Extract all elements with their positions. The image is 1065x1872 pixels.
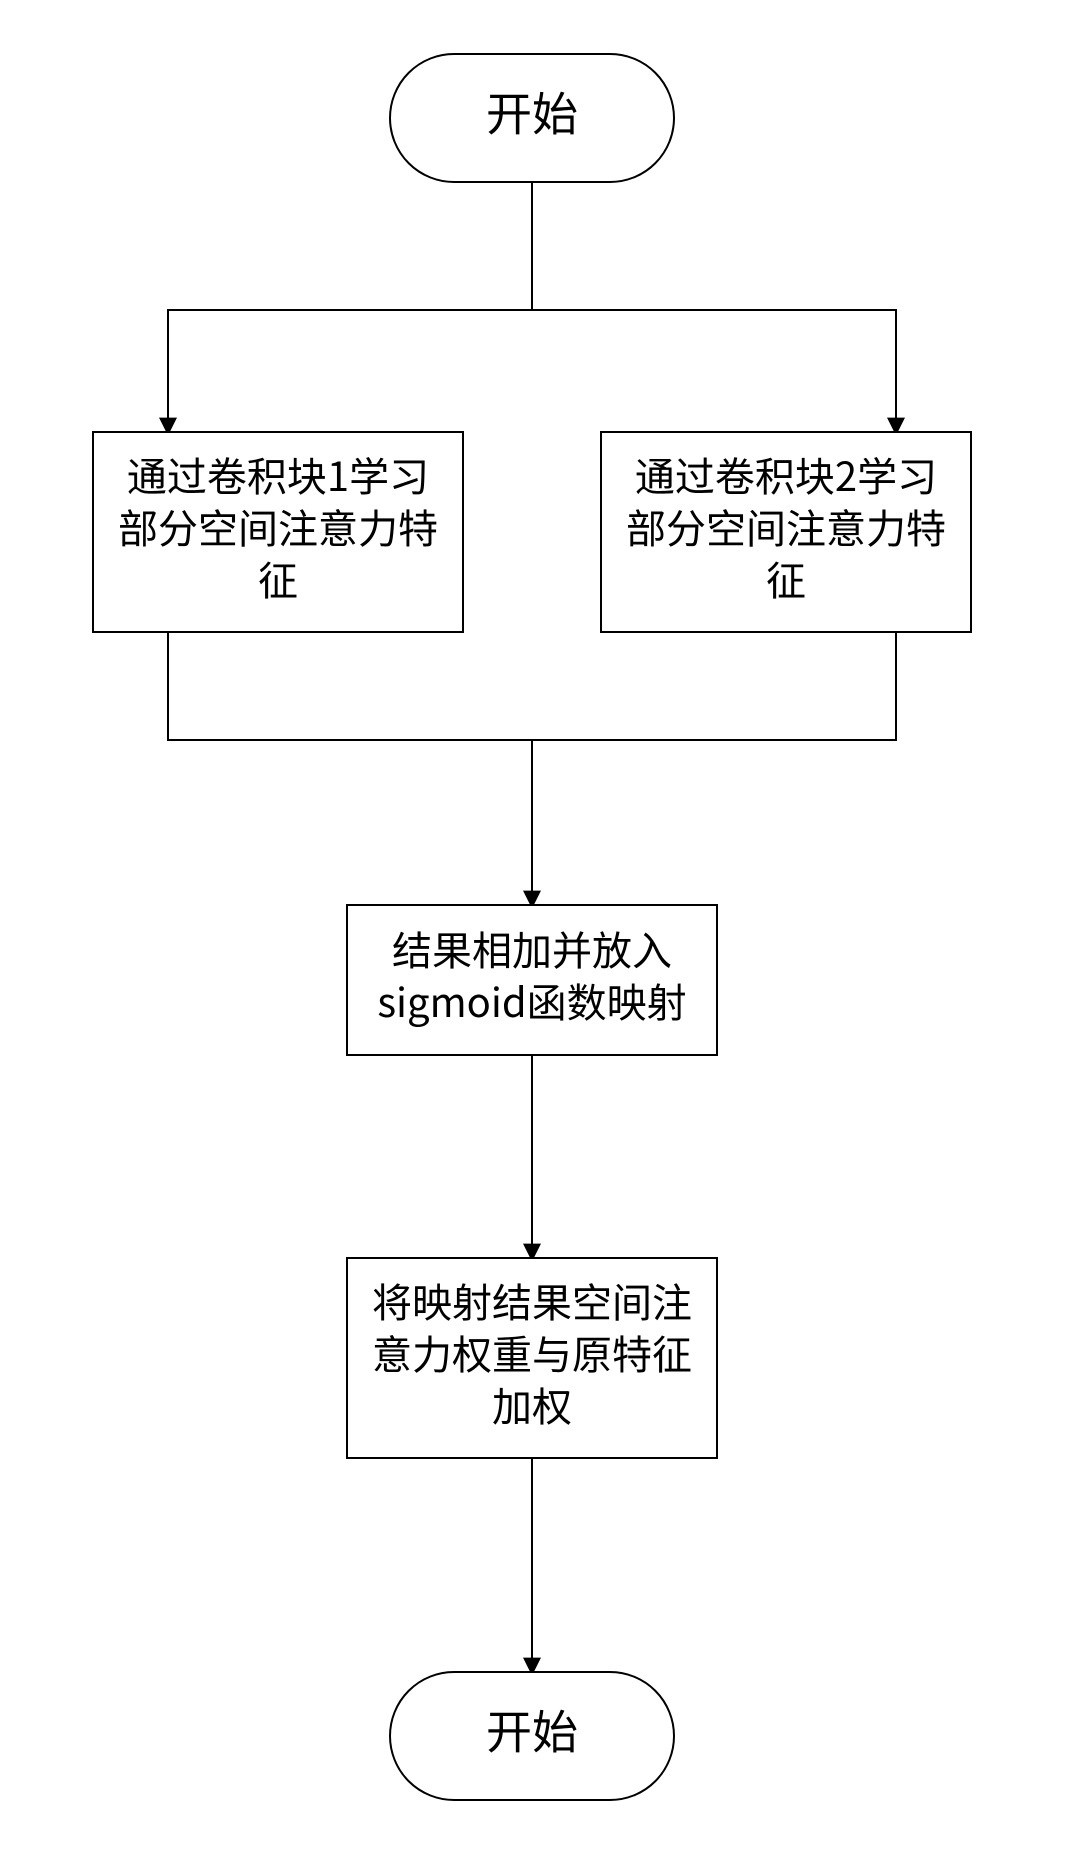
edge-e-start-split-right [532, 310, 896, 432]
node-sigmoid-line-0: 结果相加并放入 [392, 919, 672, 977]
node-conv2-line-2: 征 [766, 549, 806, 607]
node-sigmoid: 结果相加并放入sigmoid函数映射 [347, 905, 717, 1055]
edge-e-conv2-merge [532, 632, 896, 740]
node-end: 开始 [390, 1672, 674, 1800]
node-start-line-0: 开始 [486, 78, 578, 144]
node-sigmoid-line-1: sigmoid函数映射 [377, 971, 686, 1029]
node-conv1-line-0: 通过卷积块1学习 [127, 445, 429, 503]
node-conv1: 通过卷积块1学习部分空间注意力特征 [93, 432, 463, 632]
node-conv2-line-1: 部分空间注意力特 [626, 497, 946, 555]
node-conv2-line-0: 通过卷积块2学习 [635, 445, 937, 503]
edge-e-conv1-merge [168, 632, 532, 905]
node-weight-line-1: 意力权重与原特征 [372, 1323, 692, 1381]
node-conv1-line-2: 征 [258, 549, 298, 607]
node-weight: 将映射结果空间注意力权重与原特征加权 [347, 1258, 717, 1458]
edge-e-start-split [168, 182, 532, 432]
node-conv1-line-1: 部分空间注意力特 [118, 497, 438, 555]
node-weight-line-2: 加权 [492, 1375, 572, 1433]
node-start: 开始 [390, 54, 674, 182]
node-weight-line-0: 将映射结果空间注 [372, 1271, 692, 1329]
flowchart-canvas: 开始通过卷积块1学习部分空间注意力特征通过卷积块2学习部分空间注意力特征结果相加… [0, 0, 1065, 1872]
node-conv2: 通过卷积块2学习部分空间注意力特征 [601, 432, 971, 632]
node-end-line-0: 开始 [486, 1696, 578, 1762]
